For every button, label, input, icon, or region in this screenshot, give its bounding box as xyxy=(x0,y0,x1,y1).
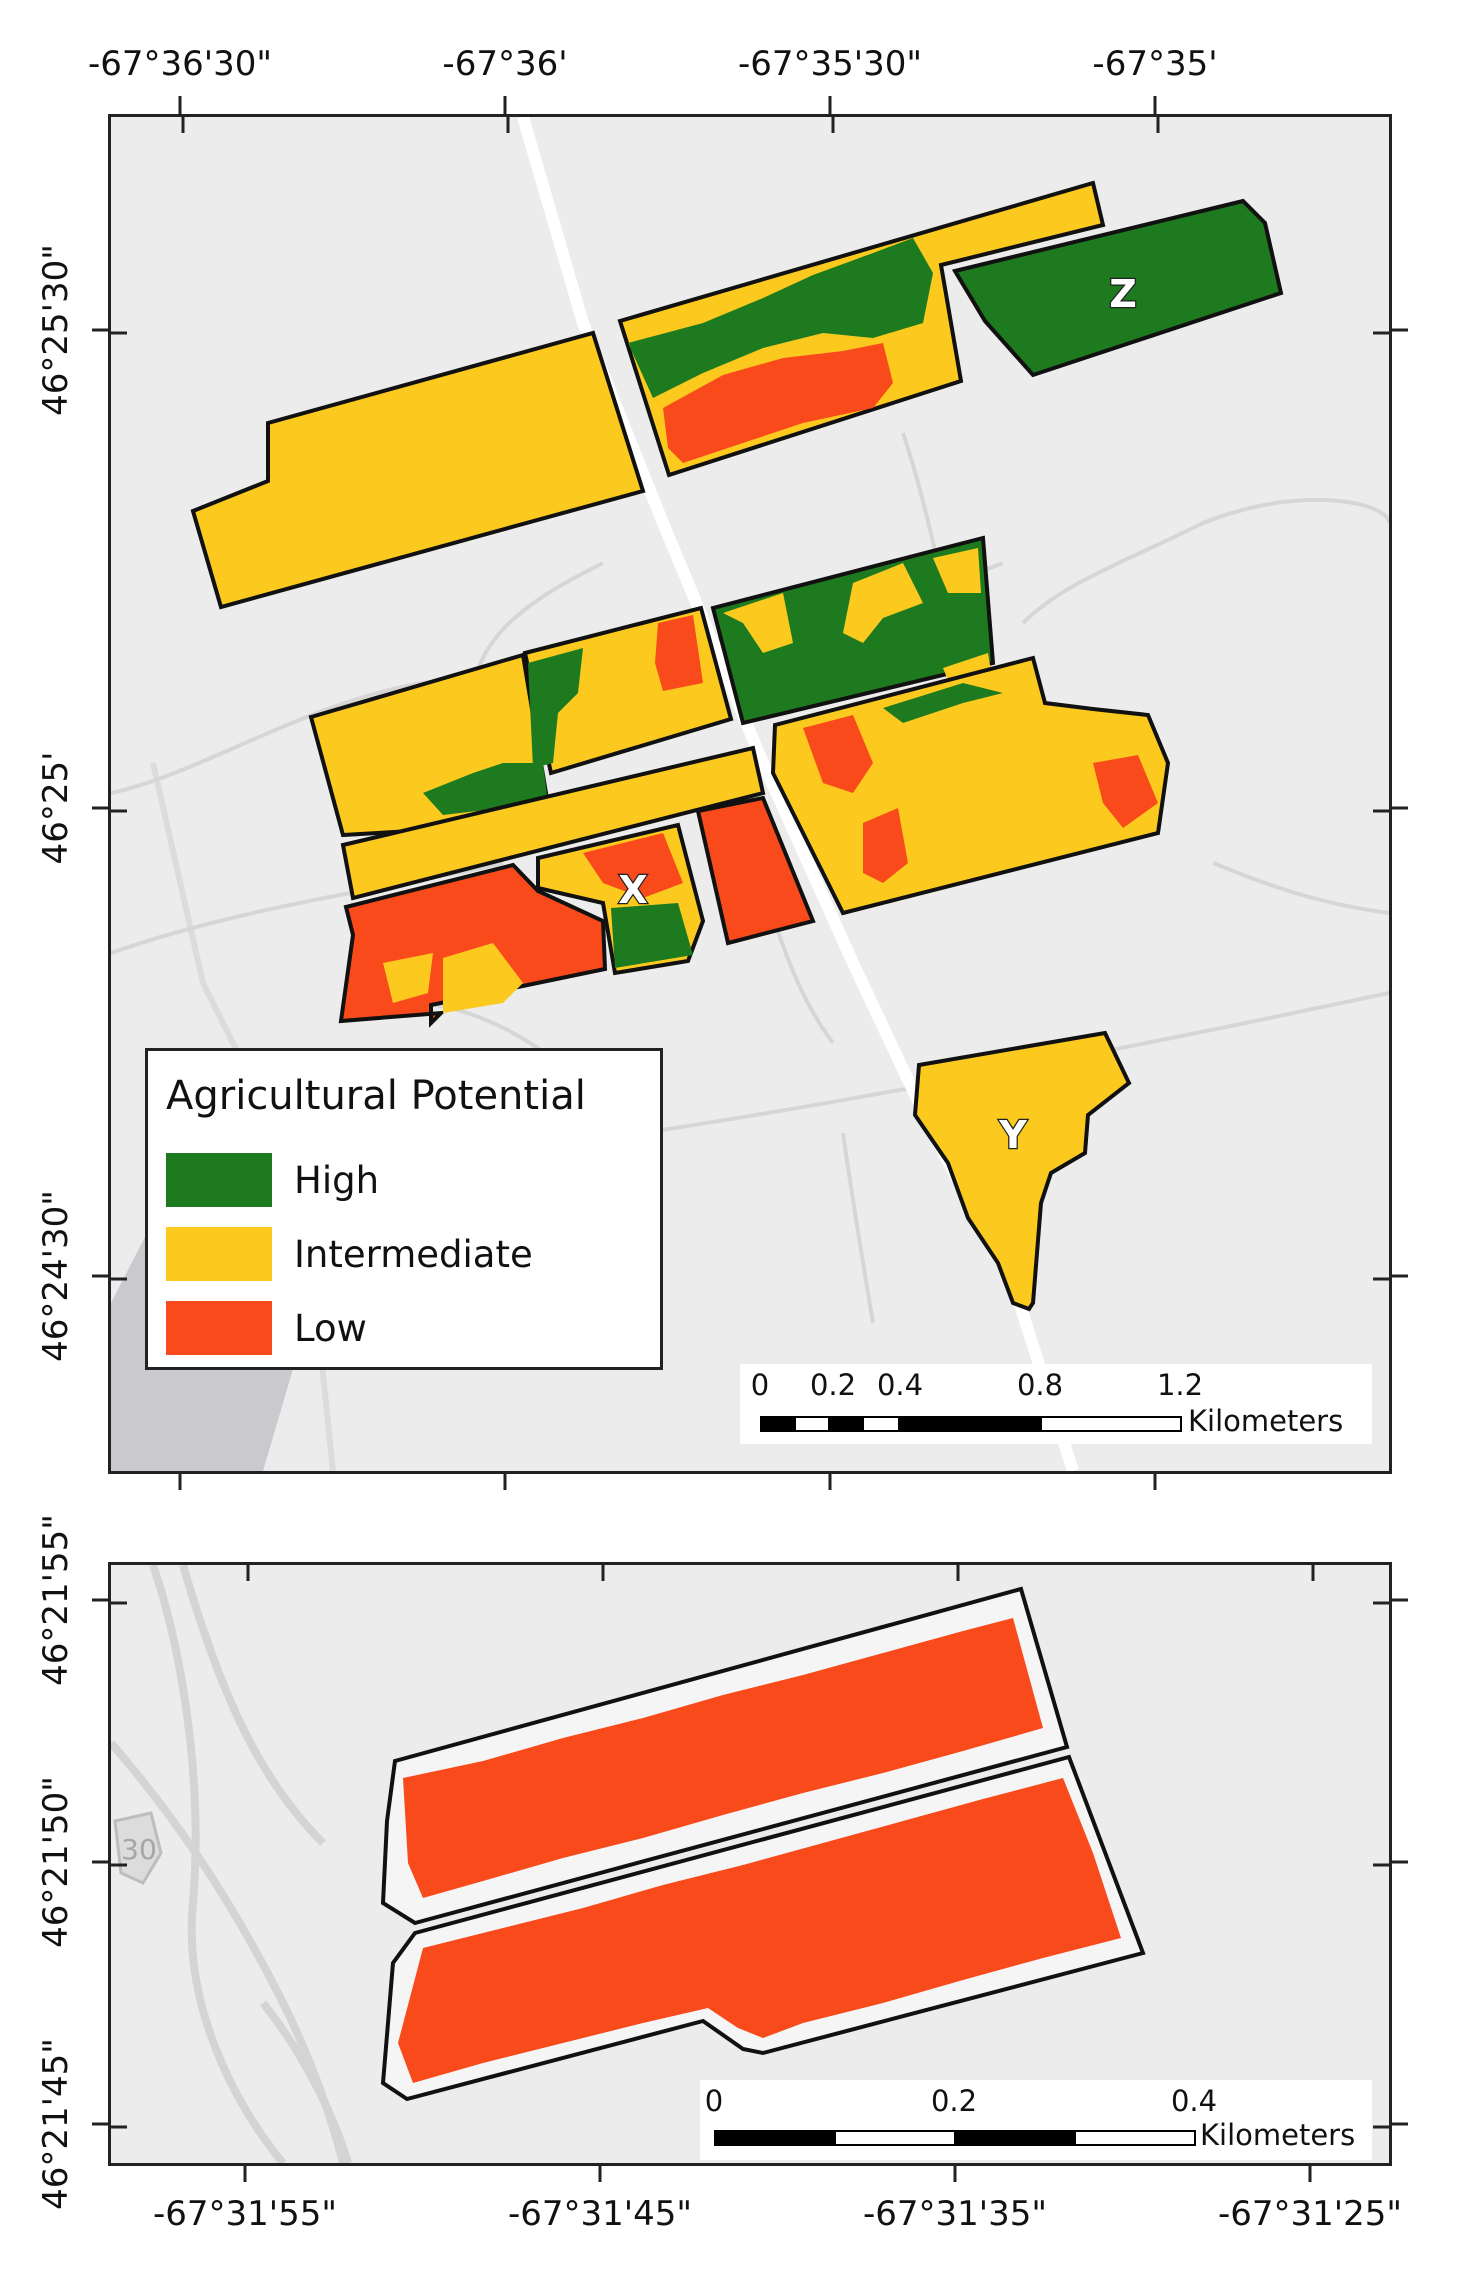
field-southwest[interactable] xyxy=(338,862,608,1028)
scale-label: 0.8 xyxy=(1016,1368,1064,1402)
legend-swatch-low xyxy=(166,1301,272,1355)
scale-segment xyxy=(834,2130,956,2146)
road-shield-label: 30 xyxy=(121,1833,157,1866)
x-tick-bottom: -67°31'35" xyxy=(862,2194,1048,2234)
y-tick-left: 46°21'45" xyxy=(36,2038,76,2210)
scale-segment xyxy=(714,2130,836,2146)
field-south-south[interactable] xyxy=(380,1754,1146,2102)
scale-label: 0.4 xyxy=(876,1368,924,1402)
legend-label: Intermediate xyxy=(294,1233,533,1276)
field-long-strip[interactable] xyxy=(340,745,766,901)
scale-label: 0 xyxy=(750,1368,770,1402)
y-tick-left: 46°25'30" xyxy=(36,244,76,416)
scale-bar-bottom: 0 0.2 0.4 Kilometers xyxy=(700,2080,1372,2160)
bottom-map[interactable]: 30 xyxy=(108,1562,1392,2166)
scale-segment xyxy=(1040,1416,1182,1432)
scale-bar-top: 0 0.2 0.4 0.8 1.2 Kilometers xyxy=(740,1364,1372,1444)
scale-label: 0.4 xyxy=(1170,2084,1218,2118)
legend-title: Agricultural Potential xyxy=(166,1073,586,1119)
field-z[interactable]: Z xyxy=(951,198,1284,378)
y-tick-left: 46°25' xyxy=(36,751,76,865)
field-middle-center[interactable] xyxy=(522,605,734,776)
road-shield: 30 xyxy=(113,1811,163,1885)
y-tick-left: 46°21'55" xyxy=(36,1514,76,1686)
legend-swatch-high xyxy=(166,1153,272,1207)
x-tick-bottom: -67°31'55" xyxy=(152,2194,338,2234)
field-north-central[interactable] xyxy=(617,180,1106,478)
scale-label: 0 xyxy=(704,2084,724,2118)
x-tick-top: -67°35'30" xyxy=(737,44,923,84)
x-tick-top: -67°36' xyxy=(442,44,568,84)
legend: Agricultural Potential High Intermediate… xyxy=(145,1048,663,1370)
field-narrow-low[interactable] xyxy=(695,795,816,946)
x-tick-bottom: -67°31'25" xyxy=(1217,2194,1403,2234)
x-tick-top: -67°36'30" xyxy=(87,44,273,84)
x-tick-top: -67°35' xyxy=(1092,44,1218,84)
scale-segment xyxy=(828,1416,864,1432)
field-x[interactable]: X xyxy=(536,822,706,976)
bottom-map-canvas: 30 xyxy=(111,1565,1389,2163)
highway-roads xyxy=(111,1565,352,2163)
legend-swatch-intermediate xyxy=(166,1227,272,1281)
y-tick-left: 46°24'30" xyxy=(36,1190,76,1362)
field-label-y: Y xyxy=(998,1113,1027,1157)
scale-segment xyxy=(898,1416,1042,1432)
legend-label: Low xyxy=(294,1307,367,1350)
x-tick-bottom: -67°31'45" xyxy=(507,2194,693,2234)
scale-label: 1.2 xyxy=(1156,1368,1204,1402)
scale-segment xyxy=(954,2130,1076,2146)
field-northwest[interactable] xyxy=(190,330,646,610)
scale-label: 0.2 xyxy=(930,2084,978,2118)
y-tick-left: 46°21'50" xyxy=(36,1776,76,1948)
top-map-canvas: Z xyxy=(111,117,1389,1471)
scale-segment xyxy=(794,1416,830,1432)
field-middle-east[interactable] xyxy=(770,655,1171,916)
field-y[interactable]: Y xyxy=(912,1030,1132,1312)
scale-unit: Kilometers xyxy=(1188,1404,1344,1438)
field-label-z: Z xyxy=(1109,272,1137,316)
scale-unit: Kilometers xyxy=(1200,2118,1356,2152)
scale-segment xyxy=(760,1416,796,1432)
bottom-map-inner-ticks xyxy=(111,1565,1389,2129)
scale-segment xyxy=(1074,2130,1196,2146)
top-map-inner-ticks xyxy=(111,117,1389,1281)
scale-label: 0.2 xyxy=(809,1368,857,1402)
legend-label: High xyxy=(294,1159,380,1202)
scale-segment xyxy=(862,1416,900,1432)
field-label-x: X xyxy=(618,868,647,912)
field-south-north[interactable] xyxy=(380,1586,1070,1926)
